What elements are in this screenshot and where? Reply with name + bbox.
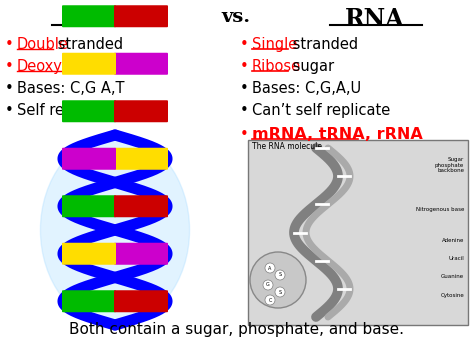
Text: sugar: sugar (83, 59, 129, 74)
FancyBboxPatch shape (62, 195, 116, 217)
Text: •: • (5, 37, 14, 52)
FancyBboxPatch shape (114, 195, 168, 217)
Text: •: • (240, 127, 249, 142)
Text: S: S (279, 289, 281, 295)
Text: S: S (279, 273, 281, 278)
Text: DNA: DNA (70, 7, 130, 31)
Text: Double: Double (17, 37, 69, 52)
Text: Bases: C,G A,T: Bases: C,G A,T (17, 81, 124, 96)
Text: Cytosine: Cytosine (440, 293, 464, 297)
Text: stranded: stranded (53, 37, 123, 52)
Text: •: • (240, 59, 249, 74)
FancyBboxPatch shape (114, 290, 168, 312)
FancyBboxPatch shape (62, 243, 116, 265)
FancyBboxPatch shape (62, 53, 116, 75)
Circle shape (275, 287, 285, 297)
FancyBboxPatch shape (62, 100, 116, 122)
Text: Sugar
phosphate
backbone: Sugar phosphate backbone (435, 157, 464, 173)
Text: •: • (5, 81, 14, 96)
Text: RNA: RNA (345, 7, 405, 31)
Text: G: G (266, 283, 270, 288)
Circle shape (250, 252, 306, 308)
FancyBboxPatch shape (114, 148, 168, 170)
Text: Nitrogenous base: Nitrogenous base (416, 208, 464, 213)
FancyBboxPatch shape (114, 5, 168, 27)
Circle shape (263, 280, 273, 290)
Text: stranded: stranded (288, 37, 358, 52)
Text: C: C (268, 297, 272, 302)
Text: Guanine: Guanine (441, 273, 464, 279)
FancyBboxPatch shape (114, 243, 168, 265)
Ellipse shape (40, 135, 190, 325)
Text: •: • (240, 37, 249, 52)
Text: mRNA, tRNA, rRNA: mRNA, tRNA, rRNA (252, 127, 423, 142)
Text: Deoxyribose: Deoxyribose (17, 59, 108, 74)
Circle shape (265, 263, 275, 273)
Text: Ribose: Ribose (252, 59, 301, 74)
Text: The RNA molecule: The RNA molecule (252, 142, 322, 151)
FancyBboxPatch shape (62, 5, 116, 27)
Text: •: • (240, 103, 249, 118)
Text: sugar: sugar (288, 59, 334, 74)
FancyBboxPatch shape (248, 140, 468, 325)
Text: •: • (5, 59, 14, 74)
FancyBboxPatch shape (114, 100, 168, 122)
Circle shape (265, 295, 275, 305)
Text: Adenine: Adenine (442, 237, 464, 242)
Text: Self replicate: Self replicate (17, 103, 113, 118)
Text: Single: Single (252, 37, 297, 52)
FancyBboxPatch shape (114, 53, 168, 75)
Text: Uracil: Uracil (448, 256, 464, 261)
Text: A: A (268, 266, 272, 271)
Text: Can’t self replicate: Can’t self replicate (252, 103, 390, 118)
Text: •: • (5, 103, 14, 118)
FancyBboxPatch shape (62, 290, 116, 312)
Text: Both contain a sugar, phosphate, and base.: Both contain a sugar, phosphate, and bas… (69, 322, 403, 337)
Text: vs.: vs. (221, 8, 251, 26)
FancyBboxPatch shape (62, 148, 116, 170)
Text: •: • (240, 81, 249, 96)
Circle shape (275, 270, 285, 280)
Text: Bases: C,G,A,U: Bases: C,G,A,U (252, 81, 361, 96)
